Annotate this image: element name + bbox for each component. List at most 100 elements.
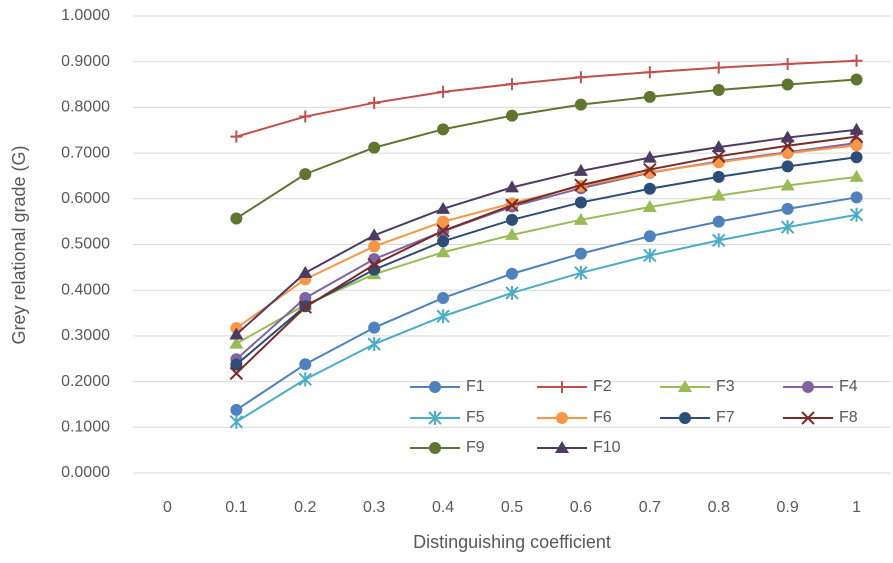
marker [506, 213, 518, 226]
legend-label: F6 [593, 409, 612, 426]
marker [506, 267, 518, 280]
y-tick-label: 0.6000 [61, 190, 110, 207]
marker [574, 98, 587, 111]
x-tick-label: 0.7 [639, 499, 661, 516]
y-tick-label: 1.0000 [61, 7, 110, 24]
marker [299, 291, 312, 304]
marker [850, 191, 863, 204]
y-tick-label: 0.7000 [61, 144, 110, 161]
marker [436, 224, 450, 238]
x-tick-label: 0.9 [777, 499, 799, 516]
marker [437, 85, 450, 98]
legend-label: F9 [466, 439, 485, 456]
marker [711, 140, 726, 153]
marker [781, 202, 794, 215]
marker [643, 162, 657, 177]
x-tick-label: 0.1 [225, 499, 247, 516]
marker [643, 66, 656, 79]
marker [436, 245, 451, 258]
marker [436, 201, 451, 214]
legend-marker [556, 381, 568, 393]
marker [367, 257, 381, 272]
y-tick-label: 0.5000 [61, 236, 110, 253]
x-tick-label: 0.2 [294, 499, 316, 516]
legend-label: F10 [593, 439, 621, 456]
y-tick-label: 0.0000 [61, 464, 110, 481]
marker [849, 122, 864, 135]
marker [781, 78, 794, 91]
marker [850, 73, 863, 86]
marker [643, 182, 656, 195]
marker [574, 196, 587, 209]
marker [230, 130, 243, 143]
marker [642, 150, 657, 163]
marker [780, 220, 795, 235]
legend-label: F8 [839, 409, 858, 426]
x-tick-label: 0.4 [432, 499, 454, 516]
marker [506, 78, 518, 91]
marker [780, 130, 795, 143]
x-tick-label: 0 [163, 499, 172, 516]
marker [229, 327, 244, 340]
marker [573, 163, 588, 176]
y-tick-label: 0.3000 [61, 327, 110, 344]
legend-marker [679, 412, 691, 424]
marker [368, 321, 381, 334]
x-tick-label: 0.5 [501, 499, 523, 516]
marker [229, 366, 244, 381]
marker [505, 285, 519, 300]
series-line [235, 135, 857, 375]
marker [850, 139, 863, 152]
marker [298, 372, 312, 387]
y-axis-title: Grey relational grade (G) [9, 145, 29, 344]
y-tick-label: 0.9000 [61, 53, 110, 70]
marker [230, 358, 243, 371]
series-line [235, 196, 857, 411]
legend-marker [555, 441, 569, 453]
marker [299, 110, 312, 123]
legend-marker [428, 411, 442, 425]
legend-marker [678, 380, 692, 392]
y-tick-label: 0.2000 [61, 373, 110, 390]
marker [849, 207, 864, 222]
marker [505, 180, 519, 193]
marker [781, 160, 794, 173]
marker [643, 248, 657, 263]
series-line [235, 156, 857, 366]
marker [229, 336, 244, 349]
marker [505, 227, 519, 240]
series-line [235, 175, 857, 345]
marker [506, 109, 518, 122]
legend-label: F5 [466, 409, 485, 426]
marker [437, 215, 450, 228]
marker [849, 169, 864, 182]
y-tick-label: 0.8000 [61, 99, 110, 116]
marker [712, 61, 725, 74]
marker [712, 149, 726, 164]
marker [437, 291, 450, 304]
legend-label: F1 [466, 378, 485, 395]
marker [505, 198, 519, 212]
legend-marker [429, 442, 441, 454]
legend-label: F7 [716, 409, 735, 426]
x-tick-label: 0.8 [708, 499, 730, 516]
series-line [235, 142, 857, 360]
legend-marker [429, 381, 441, 393]
marker [781, 57, 794, 70]
y-tick-label: 0.1000 [61, 419, 110, 436]
x-tick-label: 1 [852, 499, 861, 516]
legend-marker [556, 412, 568, 424]
x-tick-label: 0.3 [363, 499, 385, 516]
series-line [235, 213, 857, 423]
marker [230, 403, 243, 416]
series-line [235, 144, 857, 329]
marker [367, 228, 382, 241]
marker [574, 178, 588, 192]
marker [230, 212, 243, 225]
marker [711, 188, 726, 201]
marker [850, 151, 863, 164]
marker [574, 71, 587, 84]
marker [850, 54, 863, 67]
marker [368, 240, 381, 253]
marker [437, 123, 450, 136]
